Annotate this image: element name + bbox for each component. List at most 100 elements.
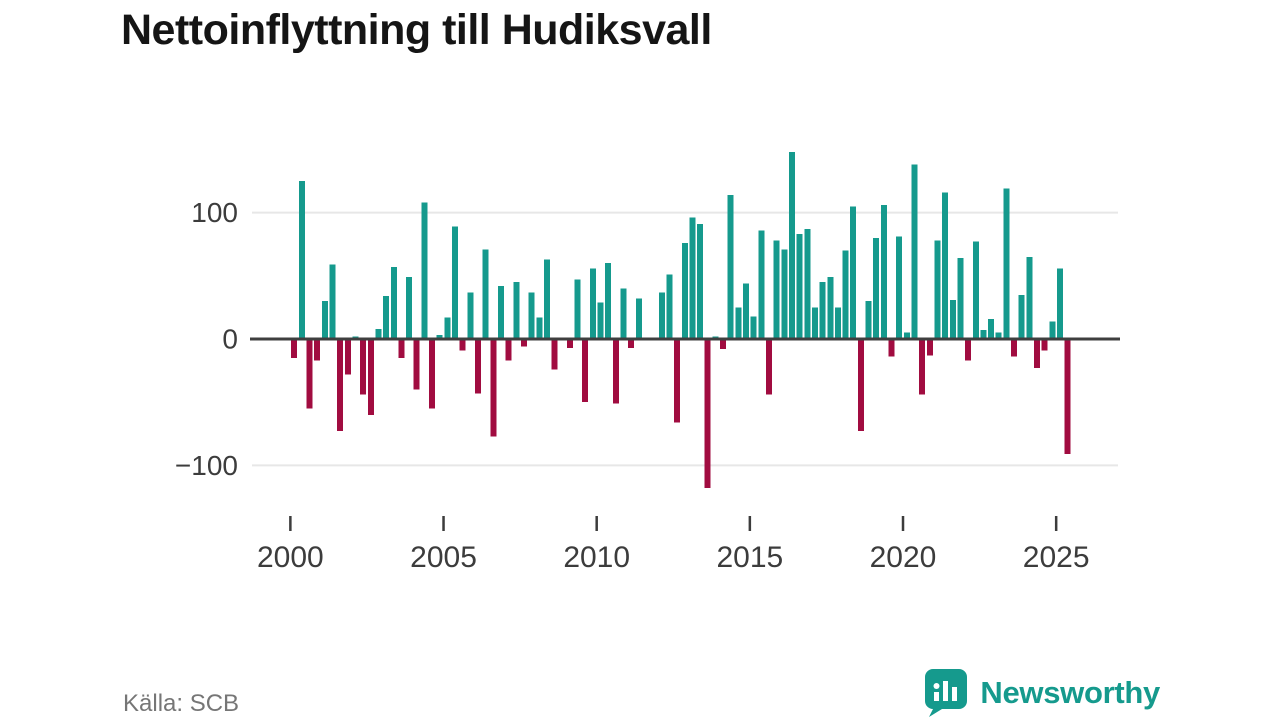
- bar-2014q2: [727, 194, 734, 339]
- bar-2007q1: [505, 339, 512, 361]
- bar-2003q1: [383, 296, 390, 339]
- bar-2015q2: [758, 230, 765, 339]
- bar-2002q3: [367, 339, 374, 415]
- bar-2016q3: [796, 234, 803, 339]
- bar-2000q3: [306, 339, 313, 409]
- bar-2012q1: [658, 292, 665, 339]
- bar-2002q2: [360, 339, 367, 395]
- bar-2010q4: [620, 288, 627, 339]
- bar-2024q2: [1034, 339, 1041, 369]
- bar-2014q1: [720, 339, 727, 350]
- bar-2008q2: [543, 259, 550, 339]
- bar-2018q2: [850, 206, 857, 339]
- bar-2017q4: [834, 307, 841, 339]
- bar-2017q3: [827, 277, 834, 339]
- bar-2006q3: [490, 339, 497, 437]
- brand-name: Newsworthy: [980, 675, 1160, 710]
- bar-2011q1: [628, 339, 635, 348]
- bar-2024q3: [1041, 339, 1048, 351]
- bar-2023q2: [1003, 188, 1010, 339]
- bar-2005q1: [444, 317, 451, 339]
- bar-2022q2: [972, 241, 979, 339]
- bar-2020q4: [926, 339, 933, 356]
- bar-2012q3: [674, 339, 681, 423]
- x-tick-label-2015: 2015: [716, 541, 783, 574]
- bar-2021q1: [934, 240, 941, 339]
- bar-2012q2: [666, 274, 673, 339]
- bar-2009q1: [566, 339, 573, 348]
- bar-2021q2: [942, 192, 949, 339]
- bar-2019q2: [880, 205, 887, 339]
- bar-2004q2: [421, 202, 428, 339]
- y-tick-label-100: 100: [191, 197, 238, 228]
- bar-2024q4: [1049, 321, 1056, 339]
- page-title: Nettoinflyttning till Hudiksvall: [121, 6, 712, 54]
- newsworthy-brand: Newsworthy: [924, 668, 1160, 718]
- bar-2021q3: [949, 299, 956, 339]
- bar-2023q3: [1011, 339, 1018, 357]
- bar-2002q4: [375, 328, 382, 339]
- bar-2001q3: [337, 339, 344, 432]
- bar-2015q1: [750, 316, 757, 339]
- bar-2020q2: [911, 164, 918, 339]
- bar-2005q4: [467, 292, 474, 339]
- bar-2007q2: [513, 282, 520, 339]
- bar-2005q3: [459, 339, 466, 351]
- bar-2010q2: [605, 263, 612, 339]
- bar-2013q3: [704, 339, 711, 489]
- bar-2012q4: [681, 242, 688, 339]
- bar-2018q3: [857, 339, 864, 432]
- bar-2008q1: [536, 317, 543, 339]
- bar-2014q4: [743, 283, 750, 339]
- bar-2011q2: [635, 298, 642, 339]
- x-tick-label-2000: 2000: [257, 541, 324, 574]
- bar-2001q1: [321, 301, 328, 339]
- bar-2017q2: [819, 282, 826, 339]
- bar-2010q3: [612, 339, 619, 404]
- bar-2006q2: [482, 249, 489, 339]
- bar-2003q4: [406, 277, 413, 339]
- bar-2014q3: [735, 307, 742, 339]
- bar-2025q2: [1064, 339, 1071, 454]
- bar-2018q4: [865, 301, 872, 339]
- bar-2004q4: [436, 335, 443, 339]
- bar-2006q1: [474, 339, 481, 394]
- bar-2022q4: [988, 318, 995, 339]
- bar-2023q4: [1018, 294, 1025, 339]
- bar-2019q1: [873, 237, 880, 339]
- y-tick-label-0: 0: [222, 324, 238, 355]
- bar-2007q3: [520, 339, 527, 347]
- bar-2003q3: [398, 339, 405, 358]
- bar-2016q1: [781, 249, 788, 339]
- bar-2001q4: [344, 339, 351, 375]
- bar-2009q4: [589, 268, 596, 339]
- bar-2022q1: [965, 339, 972, 361]
- x-tick-label-2020: 2020: [870, 541, 937, 574]
- bar-2020q1: [903, 332, 910, 339]
- bar-2017q1: [811, 307, 818, 339]
- bar-2006q4: [497, 285, 504, 339]
- bar-2016q2: [788, 152, 795, 339]
- source-note: Källa: SCB: [123, 690, 240, 717]
- bar-2024q1: [1026, 256, 1033, 339]
- bar-2004q1: [413, 339, 420, 390]
- y-tick-label--100: −100: [175, 450, 238, 481]
- x-tick-label-2025: 2025: [1023, 541, 1090, 574]
- bar-2023q1: [995, 332, 1002, 339]
- x-tick-label-2010: 2010: [563, 541, 630, 574]
- bar-2004q3: [429, 339, 436, 409]
- bar-2007q4: [528, 292, 535, 339]
- bar-2019q3: [888, 339, 895, 357]
- bar-2013q2: [697, 224, 704, 339]
- bar-2010q1: [597, 302, 604, 339]
- bar-2022q3: [980, 330, 987, 339]
- bar-2019q4: [896, 236, 903, 339]
- bar-2009q2: [574, 279, 581, 339]
- bar-2000q2: [298, 181, 305, 339]
- bar-2018q1: [842, 250, 849, 339]
- bar-2016q4: [804, 229, 811, 339]
- bar-2025q1: [1057, 268, 1063, 339]
- bar-2015q3: [766, 339, 772, 395]
